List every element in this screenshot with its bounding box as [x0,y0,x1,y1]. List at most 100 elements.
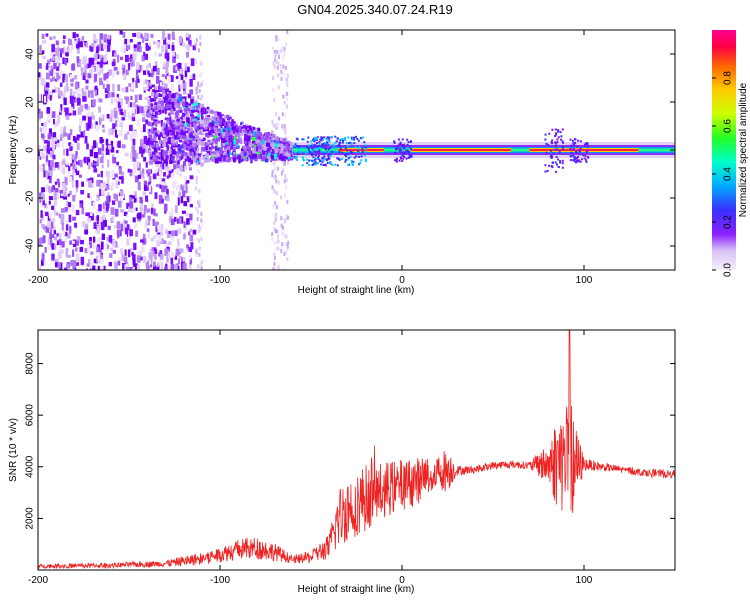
noise-point [65,249,68,257]
spray-point [153,119,158,122]
noise-point [152,265,157,270]
noise-point [70,259,74,266]
bump-point [407,156,410,159]
spray-point [151,91,155,97]
noise-point [129,197,133,203]
transition-point [313,140,316,143]
noise-point [148,257,152,265]
bump-point [320,163,323,166]
noise-point [109,116,113,122]
noise-point [82,75,85,80]
snr-ylabel: SNR (10 * v/v) [8,418,19,482]
colorbar: 0.00.20.40.60.8 Normalized spectral ampl… [712,30,749,277]
streak-point [197,168,200,173]
spray-point [271,146,276,152]
streak-point [275,37,278,42]
noise-point [187,93,192,99]
noise-point [99,114,104,119]
streak-point [282,72,285,77]
noise-point [42,145,47,152]
transition-point [328,140,331,143]
spray-point [287,156,291,160]
transition-point [353,156,356,159]
noise-point [87,90,92,94]
spray-point [192,148,196,153]
transition-point [353,138,356,141]
noise-point [136,32,141,39]
noise-point [60,70,64,76]
noise-point [56,53,60,61]
noise-point [116,71,120,75]
spray-point [215,156,218,162]
noise-point [108,235,113,243]
streak-point [194,186,197,191]
transition-point [327,150,330,153]
spray-point [177,155,182,161]
noise-point [164,75,167,80]
noise-point [162,161,165,170]
y-tick-label: 6000 [25,404,36,427]
noise-point [47,89,50,97]
streak-point [286,244,289,249]
spray-point [192,132,197,136]
noise-point [80,268,85,270]
noise-point [54,71,58,76]
spray-point [164,160,167,164]
spray-point [266,156,270,159]
noise-point [187,159,191,167]
noise-point [65,82,69,87]
noise-point [136,264,141,270]
noise-point [161,81,164,85]
spray-point [151,145,155,148]
spray-point [164,110,167,114]
spray-point [178,94,182,98]
noise-point [71,180,75,189]
streak-point [273,214,276,219]
streak-point [272,87,275,92]
noise-point [106,72,109,78]
transition-point [332,151,335,154]
noise-point [74,40,77,49]
noise-point [185,33,190,40]
spray-point [232,131,236,134]
x-tick-label: 0 [399,575,405,586]
spray-point [252,153,256,159]
streak-point [277,122,280,127]
spray-point [239,157,243,163]
noise-point [166,231,171,238]
spray-point [213,121,218,124]
streak-point [194,58,197,63]
spray-point [190,105,195,111]
noise-point [129,229,133,237]
noise-point [164,266,167,270]
noise-point [148,175,152,184]
spray-point [266,139,271,144]
noise-point [54,86,57,93]
noise-point [48,65,52,71]
spray-point [216,152,220,157]
noise-point [118,176,123,180]
noise-point [59,262,63,270]
noise-point [107,159,110,168]
spray-point [255,128,258,132]
noise-point [180,74,184,81]
noise-point [179,173,182,177]
noise-point [184,62,188,67]
streak-point [200,218,203,223]
bump-point [575,150,578,153]
noise-point [47,215,51,224]
noise-point [56,233,60,237]
noise-point [62,35,66,40]
streak-point [283,100,286,105]
spray-point [207,108,211,114]
noise-point [104,35,107,40]
noise-point [114,262,118,270]
noise-point [89,149,94,157]
noise-point [186,244,189,249]
spray-point [154,129,159,133]
noise-point [98,208,101,214]
noise-point [140,199,144,206]
noise-point [189,175,194,180]
streak-point [273,188,276,193]
spray-point [201,139,205,142]
